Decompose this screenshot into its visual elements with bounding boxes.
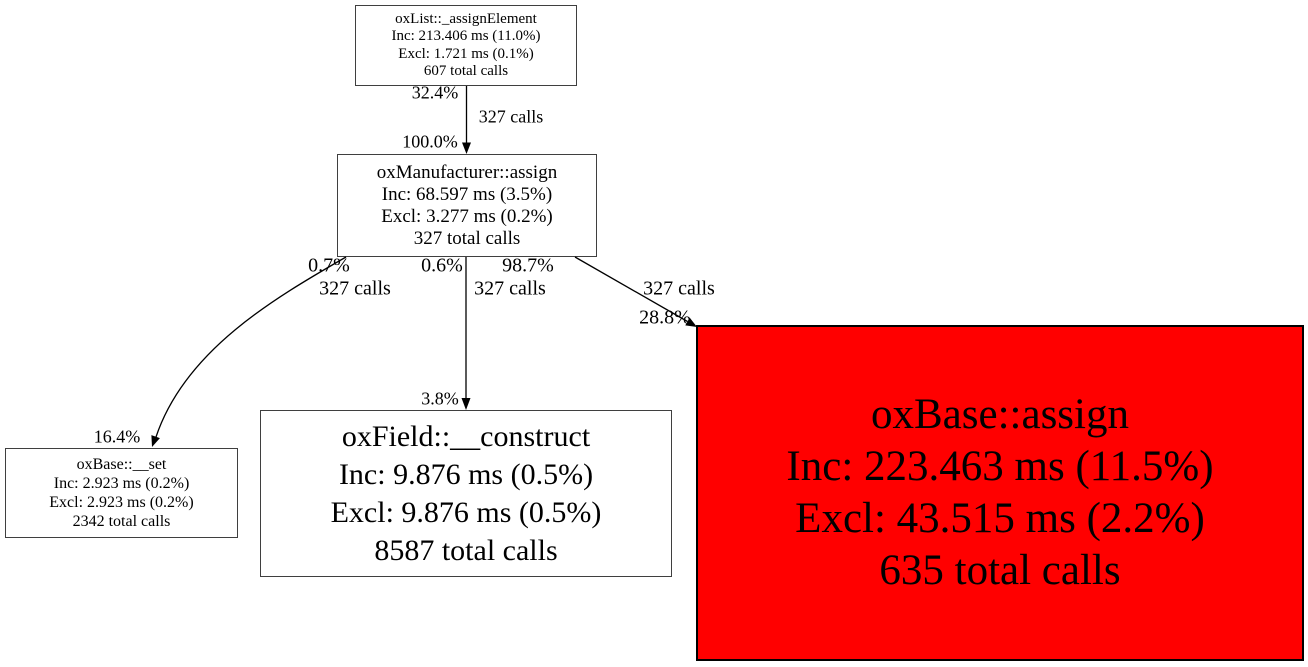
edge2-calls-label: 327 calls <box>319 277 391 300</box>
node-function-name: oxList::_assignElement <box>395 10 537 27</box>
node-oxbase-assign[interactable]: oxBase::assign Inc: 223.463 ms (11.5%) E… <box>696 325 1304 661</box>
edge4-head-percent-label: 28.8% <box>639 306 691 329</box>
edge3-head-percent-label: 3.8% <box>421 388 459 409</box>
node-total-calls: 327 total calls <box>413 227 521 249</box>
node-function-name: oxBase::__set <box>76 456 167 473</box>
node-oxbase-set[interactable]: oxBase::__set Inc: 2.923 ms (0.2%) Excl:… <box>5 448 238 538</box>
node-total-calls: 607 total calls <box>423 63 509 79</box>
node-function-name: oxField::__construct <box>341 419 591 453</box>
node-function-name: oxBase::assign <box>871 391 1129 438</box>
node-inclusive-time: Inc: 68.597 ms (3.5%) <box>381 183 553 205</box>
node-oxlist-assignelement[interactable]: oxList::_assignElement Inc: 213.406 ms (… <box>355 5 577 86</box>
edge2-tail-percent-label: 0.7% <box>308 254 350 277</box>
node-inclusive-time: Inc: 213.406 ms (11.0%) <box>391 28 541 44</box>
node-exclusive-time: Excl: 1.721 ms (0.1%) <box>398 45 534 62</box>
edge4-calls-label: 327 calls <box>643 277 715 300</box>
edge-arrowhead <box>151 435 160 447</box>
node-inclusive-time: Inc: 9.876 ms (0.5%) <box>338 457 594 491</box>
node-total-calls: 2342 total calls <box>72 513 171 530</box>
node-exclusive-time: Excl: 2.923 ms (0.2%) <box>49 494 194 511</box>
node-function-name: oxManufacturer::assign <box>376 161 558 183</box>
edge1-calls-label: 327 calls <box>478 106 544 127</box>
node-total-calls: 635 total calls <box>879 547 1121 594</box>
edge3-calls-label: 327 calls <box>474 277 546 300</box>
node-total-calls: 8587 total calls <box>374 533 558 567</box>
edge-arrowhead <box>462 142 471 154</box>
node-oxfield-construct[interactable]: oxField::__construct Inc: 9.876 ms (0.5%… <box>260 410 672 577</box>
node-oxmanufacturer-assign[interactable]: oxManufacturer::assign Inc: 68.597 ms (3… <box>337 154 597 257</box>
node-exclusive-time: Excl: 9.876 ms (0.5%) <box>330 495 602 529</box>
edge4-tail-percent-label: 98.7% <box>502 254 554 277</box>
edge1-head-percent-label: 100.0% <box>402 131 458 152</box>
node-inclusive-time: Inc: 2.923 ms (0.2%) <box>53 475 190 492</box>
edge2-head-percent-label: 16.4% <box>93 426 141 447</box>
node-exclusive-time: Excl: 3.277 ms (0.2%) <box>381 205 553 227</box>
edge1-tail-percent-label: 32.4% <box>411 82 459 103</box>
node-inclusive-time: Inc: 223.463 ms (11.5%) <box>786 443 1214 490</box>
node-exclusive-time: Excl: 43.515 ms (2.2%) <box>795 495 1205 542</box>
edge-arrowhead <box>461 398 471 410</box>
edge3-tail-percent-label: 0.6% <box>421 254 463 277</box>
